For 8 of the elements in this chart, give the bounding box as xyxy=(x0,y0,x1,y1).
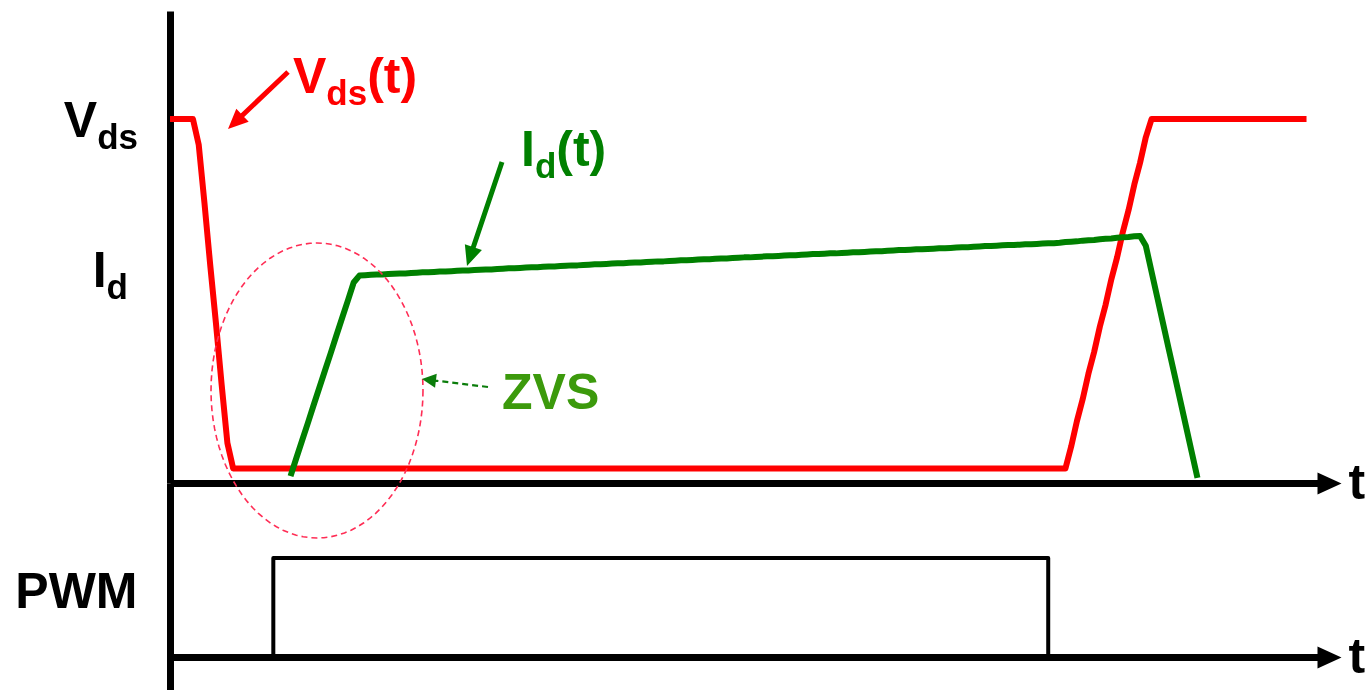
y-axis-title: PWM xyxy=(15,562,138,619)
x-axis-title: t xyxy=(1348,627,1366,684)
annotation: ZVS xyxy=(502,364,600,420)
series-label: I$_{d}$(t) xyxy=(521,121,607,185)
text: I$_{d}$ xyxy=(92,242,128,306)
x-axis-title: t xyxy=(1348,453,1366,510)
text: V$_{ds}$ xyxy=(63,92,138,156)
legend-label: V$_{ds}$(t) xyxy=(293,48,418,112)
